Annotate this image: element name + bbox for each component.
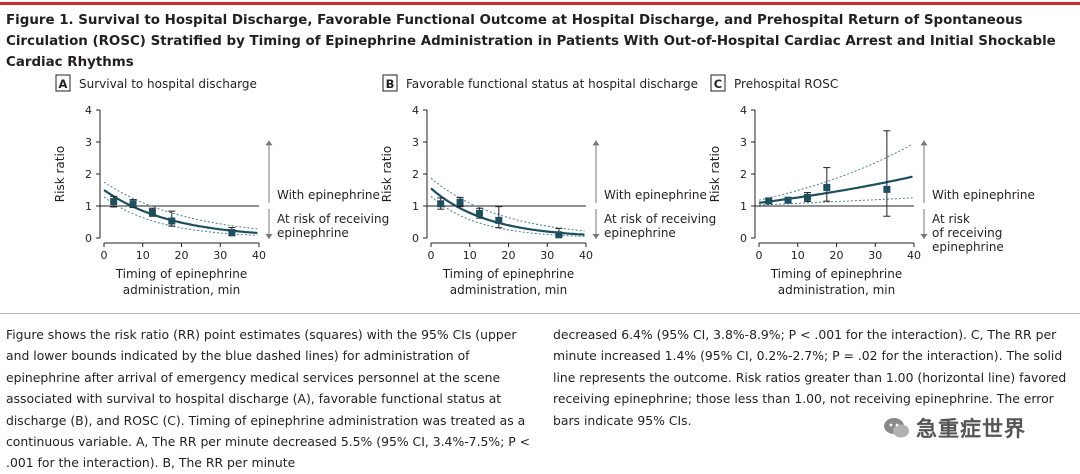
y-tick-label: 4	[740, 104, 747, 117]
x-tick-label: 20	[502, 249, 516, 262]
down-arrow-icon	[592, 234, 600, 239]
data-point	[129, 200, 137, 208]
x-tick-label: 20	[175, 249, 189, 262]
y-tick-label: 0	[740, 232, 747, 245]
upper-region-label: With epinephrine	[932, 188, 1035, 202]
x-tick-label: 40	[579, 249, 593, 262]
down-arrow-icon	[265, 234, 273, 239]
x-tick-label: 0	[428, 249, 435, 262]
y-tick-label: 1	[412, 200, 419, 213]
up-arrow-icon	[920, 140, 928, 146]
estimate-curve	[430, 187, 585, 236]
lower-region-label: At risk of receiving	[277, 212, 389, 226]
x-axis-title: Timing of epinephrine	[442, 267, 575, 281]
data-point	[110, 198, 118, 206]
watermark-text: 急重症世界	[916, 417, 1026, 441]
top-rule	[0, 2, 1080, 5]
upper-region-label: With epinephrine	[604, 188, 707, 202]
x-tick-label: 10	[136, 249, 150, 262]
y-tick-label: 2	[740, 168, 747, 181]
panel-b: B Favorable functional status at hospital…	[380, 74, 716, 297]
data-point	[475, 209, 483, 217]
upper-region-label: With epinephrine	[277, 188, 380, 202]
panel-title: Survival to hospital discharge	[79, 77, 257, 91]
ci-lower-curve	[430, 196, 585, 237]
y-axis-title: Risk ratio	[380, 146, 394, 202]
caption-right: decreased 6.4% (95% CI, 3.8%-8.9%; P < .…	[553, 327, 1067, 428]
data-point	[555, 231, 563, 239]
panel-letter: C	[714, 77, 722, 91]
panel-title: Prehospital ROSC	[734, 77, 838, 91]
panel-label-box	[710, 74, 726, 92]
data-point	[823, 183, 831, 191]
x-tick-label: 40	[252, 249, 266, 262]
panel-label-box	[382, 74, 398, 92]
y-tick-label: 2	[85, 168, 92, 181]
y-tick-label: 2	[412, 168, 419, 181]
data-point	[495, 216, 503, 224]
x-axis-title: administration, min	[450, 283, 567, 297]
up-arrow-icon	[265, 140, 273, 146]
estimate-curve	[103, 189, 258, 235]
y-tick-label: 3	[412, 136, 419, 149]
y-axis-title: Risk ratio	[53, 146, 67, 202]
x-axis-title: Timing of epinephrine	[115, 267, 248, 281]
data-point	[765, 197, 773, 205]
figure-title: Figure 1. Survival to Hospital Discharge…	[6, 13, 1056, 70]
up-arrow-icon	[592, 140, 600, 146]
lower-region-label: of receiving	[932, 226, 1002, 240]
lower-region-label: epinephrine	[277, 226, 349, 240]
x-tick-label: 0	[756, 249, 763, 262]
caption-left: Figure shows the risk ratio (RR) point e…	[6, 327, 531, 471]
data-point	[168, 217, 176, 225]
x-tick-label: 30	[540, 249, 554, 262]
y-axis-title: Risk ratio	[708, 146, 722, 202]
y-tick-label: 3	[85, 136, 92, 149]
down-arrow-icon	[920, 234, 928, 239]
data-point	[883, 185, 891, 193]
x-tick-label: 30	[213, 249, 227, 262]
lower-region-label: epinephrine	[932, 240, 1004, 254]
y-tick-label: 1	[740, 200, 747, 213]
data-point	[148, 208, 156, 216]
x-tick-label: 20	[830, 249, 844, 262]
data-point	[228, 229, 236, 237]
x-tick-label: 10	[463, 249, 477, 262]
lower-region-label: At risk of receiving	[604, 212, 716, 226]
lower-region-label: epinephrine	[604, 226, 676, 240]
x-tick-label: 40	[907, 249, 921, 262]
separator-rule	[0, 313, 1080, 314]
watermark: 急重症世界	[876, 408, 1032, 448]
x-tick-label: 30	[868, 249, 882, 262]
panel-label-box	[55, 74, 71, 92]
y-tick-label: 1	[85, 200, 92, 213]
y-tick-label: 0	[85, 232, 92, 245]
x-axis-title: administration, min	[123, 283, 240, 297]
x-tick-label: 0	[101, 249, 108, 262]
y-tick-label: 3	[740, 136, 747, 149]
y-tick-label: 0	[412, 232, 419, 245]
ci-upper-curve	[103, 181, 258, 230]
x-axis-title: Timing of epinephrine	[770, 267, 903, 281]
panel-letter: B	[386, 77, 395, 91]
ci-lower-curve	[103, 196, 258, 236]
data-point	[456, 198, 464, 206]
x-axis-title: administration, min	[778, 283, 895, 297]
panel-title: Favorable functional status at hospital …	[406, 77, 698, 91]
data-point	[803, 193, 811, 201]
panel-letter: A	[59, 77, 68, 91]
y-tick-label: 4	[412, 104, 419, 117]
chat-bubble-icon	[884, 418, 909, 438]
lower-region-label: At risk	[932, 212, 970, 226]
y-tick-label: 4	[85, 104, 92, 117]
data-point	[437, 200, 445, 208]
data-point	[784, 196, 792, 204]
x-tick-label: 10	[791, 249, 805, 262]
